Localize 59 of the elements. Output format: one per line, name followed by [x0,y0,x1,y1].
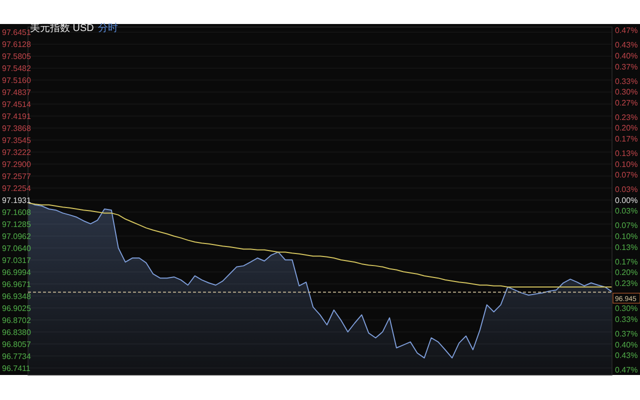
y2-tick-label: 0.47% [615,366,638,375]
y2-tick-label: 0.33% [615,315,638,324]
chart-subtitle: 分时 [98,22,118,34]
y-tick-label: 97.2254 [2,184,32,194]
y-tick-label: 97.0317 [2,256,32,265]
y-tick-label: 96.7411 [2,364,31,373]
y2-tick-label: 0.43% [615,351,638,360]
y-tick-label: 97.0962 [2,232,32,242]
y-tick-label: 96.9994 [2,268,32,277]
y2-tick-label: 0.47% [615,26,638,36]
y2-tick-label: 0.13% [615,148,638,158]
y-tick-label: 97.4191 [2,112,32,122]
y-tick-label: 97.5805 [2,52,32,62]
y2-tick-label: 0.40% [615,340,638,350]
y-tick-label: 97.2900 [2,160,32,170]
y2-tick-label: 0.43% [615,40,638,50]
y2-tick-label: 0.17% [615,134,638,144]
y-tick-label: 97.3222 [2,148,32,158]
y2-tick-label: 0.30% [615,304,638,314]
y2-tick-label: 0.37% [615,329,638,338]
y2-tick-label: 0.03% [615,206,638,216]
y-tick-label: 96.9671 [2,280,32,289]
y2-tick-label: 0.20% [615,124,638,133]
y2-tick-label: 0.07% [615,170,638,180]
y-tick-label: 97.4837 [2,88,32,98]
y-tick-label: 96.8702 [2,316,32,325]
y2-tick-label: 0.10% [615,160,638,169]
y2-tick-label: 0.30% [615,88,638,97]
y2-tick-label: 0.33% [615,76,638,86]
y-tick-label: 97.3545 [2,136,32,146]
y2-tick-label: 0.13% [615,242,638,252]
y2-tick-label: 0.27% [615,98,638,108]
y-tick-label: 97.2577 [2,172,32,182]
y-tick-label: 97.6128 [2,40,32,50]
y-tick-label: 97.4514 [2,100,32,110]
y2-tick-label: 0.23% [615,278,638,288]
y-tick-label: 97.1608 [2,208,32,218]
y-tick-label: 97.5482 [2,64,32,74]
y2-tick-label: 0.20% [615,268,638,278]
y-tick-label: 96.8057 [2,340,32,349]
y-tick-label: 97.3868 [2,124,32,134]
y-tick-label: 96.7734 [2,352,32,361]
y-tick-label: 96.9348 [2,292,32,301]
y-tick-label: 97.6451 [2,28,32,38]
y-tick-label: 97.1285 [2,220,32,230]
y-tick-label: 97.1931 [2,196,32,206]
y2-tick-label: 0.17% [615,257,638,266]
y-tick-label: 97.5160 [2,76,32,86]
y2-tick-label: 0.07% [615,221,638,230]
y-tick-label: 96.8380 [2,328,32,337]
y-tick-label: 96.9025 [2,304,32,313]
y2-tick-label: 0.40% [615,52,638,61]
y2-tick-label: 0.23% [615,112,638,122]
y2-tick-label: 0.10% [615,232,638,242]
y2-tick-label: 0.03% [615,185,638,194]
y-tick-label: 97.0640 [2,244,32,253]
y2-tick-label: 0.00% [615,196,638,205]
chart-title: 美元指数 USD [30,22,94,34]
y2-tick-label: 0.37% [615,62,638,72]
